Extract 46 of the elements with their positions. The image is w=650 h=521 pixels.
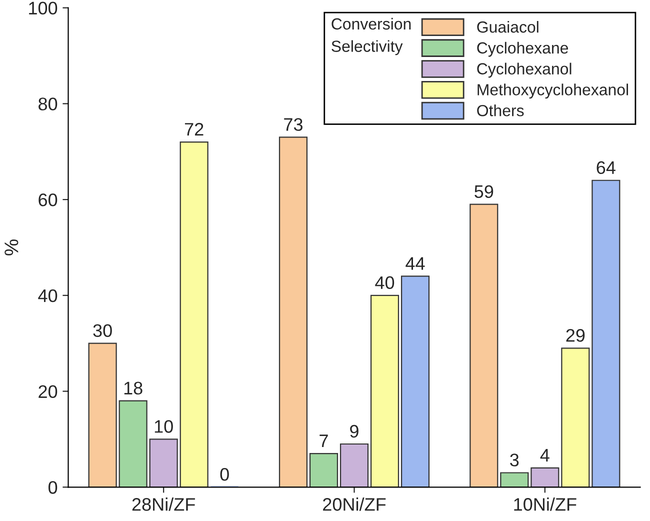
legend-label: Methoxycyclohexanol <box>478 84 628 99</box>
annotation: Conversion <box>332 18 411 30</box>
data-label: 18 <box>124 382 142 395</box>
bar <box>561 348 590 488</box>
data-label: 9 <box>350 424 358 438</box>
y-tick-label: 80 <box>38 98 58 110</box>
data-label: 0 <box>220 468 229 481</box>
y-axis-title: % <box>4 240 18 256</box>
data-label: 29 <box>566 329 585 342</box>
x-tick-label: 20Ni/ZF <box>323 498 386 511</box>
legend-label: Others <box>477 104 524 116</box>
bar <box>400 276 430 488</box>
legend-label: Cyclohexane <box>477 42 568 57</box>
bar <box>118 400 148 488</box>
y-tick-label: 20 <box>38 385 58 398</box>
data-label: 40 <box>375 276 394 290</box>
x-tick-label: 28Ni/ZF <box>132 498 195 511</box>
x-tick-label: 10Ni/ZF <box>514 498 576 511</box>
data-label: 64 <box>596 161 616 174</box>
data-label: 59 <box>474 185 494 198</box>
bar <box>88 342 117 488</box>
y-tick-label: 60 <box>38 193 58 206</box>
data-label: 7 <box>320 434 328 448</box>
bar <box>180 141 208 488</box>
data-label: 72 <box>184 122 204 136</box>
bar <box>530 467 560 488</box>
data-label: 73 <box>284 118 302 131</box>
bar <box>370 294 400 488</box>
bar <box>309 453 338 488</box>
legend-label: Guaiacol <box>477 20 538 33</box>
annotation: Selectivity <box>332 40 403 56</box>
data-label: 10 <box>154 420 173 433</box>
y-tick-label: 0 <box>48 481 58 494</box>
bar <box>592 180 620 488</box>
y-tick-label: 100 <box>29 2 58 15</box>
bar <box>340 443 369 488</box>
bar <box>470 204 498 488</box>
bar <box>500 472 529 488</box>
data-label: 3 <box>510 454 519 466</box>
bar <box>149 438 178 488</box>
data-label: 30 <box>93 324 112 337</box>
data-label: 44 <box>406 257 425 270</box>
y-tick-label: 40 <box>38 289 58 302</box>
legend-label: Cyclohexanol <box>477 62 572 78</box>
data-label: 4 <box>540 449 550 462</box>
bar <box>278 136 308 488</box>
